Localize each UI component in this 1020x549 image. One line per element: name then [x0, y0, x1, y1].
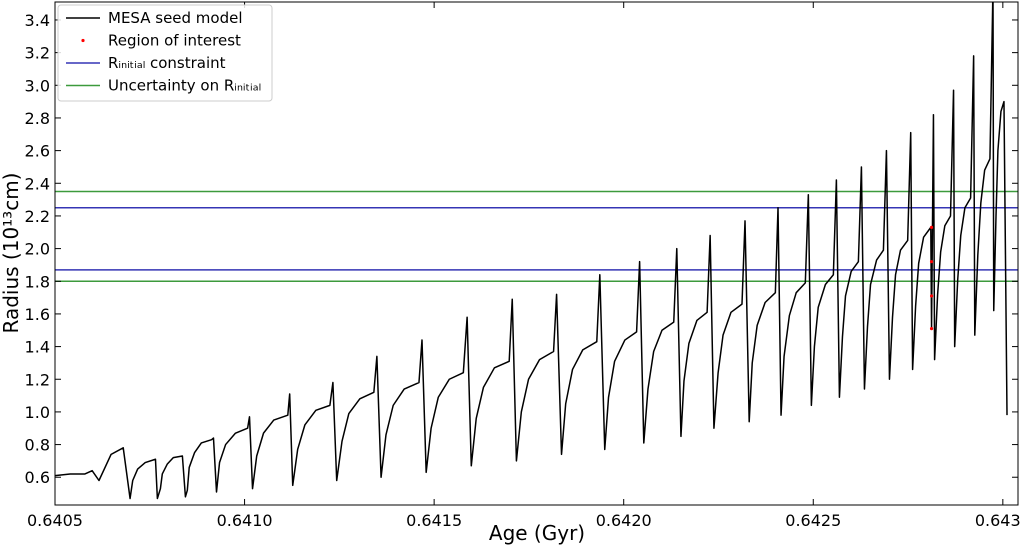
y-tick-label: 2.8 — [25, 109, 50, 128]
data-point — [929, 260, 934, 264]
x-axis-label: Age (Gyr) — [489, 521, 585, 545]
plot-area — [55, 2, 1018, 500]
y-tick-label: 1.4 — [25, 338, 50, 357]
plot-frame — [54, 1, 1019, 506]
y-axis-label: Radius (10¹³cm) — [0, 173, 23, 334]
y-tick-label: 3.4 — [25, 11, 50, 30]
y-tick-label: 1.8 — [25, 272, 50, 291]
y-tick-label: 0.8 — [25, 436, 50, 455]
legend-box — [57, 4, 273, 102]
y-tick-label: 2.2 — [25, 207, 50, 226]
legend-label: Uncertainty on Rᵢₙᵢₜᵢₐₗ — [108, 77, 261, 95]
legend-label: MESA seed model — [108, 9, 243, 27]
y-tick-label: 1.6 — [25, 305, 50, 324]
data-point — [929, 327, 934, 331]
y-tick-label: 0.6 — [25, 468, 50, 487]
x-tick-label: 0.6405 — [27, 511, 83, 530]
y-tick-label: 3.0 — [25, 76, 50, 95]
data-point — [929, 225, 934, 229]
x-tick-label: 0.6415 — [406, 511, 462, 530]
legend-label: Rᵢₙᵢₜᵢₐₗ constraint — [108, 54, 226, 72]
x-tick-label: 0.6420 — [596, 511, 652, 530]
data-line — [55, 2, 1008, 500]
legend-label: Region of interest — [108, 32, 241, 50]
y-tick-label: 1.0 — [25, 403, 50, 422]
y-tick-label: 2.0 — [25, 240, 50, 259]
x-tick-label: 0.6410 — [217, 511, 273, 530]
y-tick-label: 2.4 — [25, 174, 50, 193]
x-tick-label: 0.6425 — [785, 511, 841, 530]
legend: MESA seed model Region of interest Rᵢₙᵢₜᵢₐ… — [57, 4, 273, 102]
y-tick-label: 3.2 — [25, 44, 50, 63]
y-tick-label: 2.6 — [25, 142, 50, 161]
legend-swatch — [81, 38, 85, 43]
y-tick-label: 1.2 — [25, 370, 50, 389]
data-point — [929, 294, 934, 298]
